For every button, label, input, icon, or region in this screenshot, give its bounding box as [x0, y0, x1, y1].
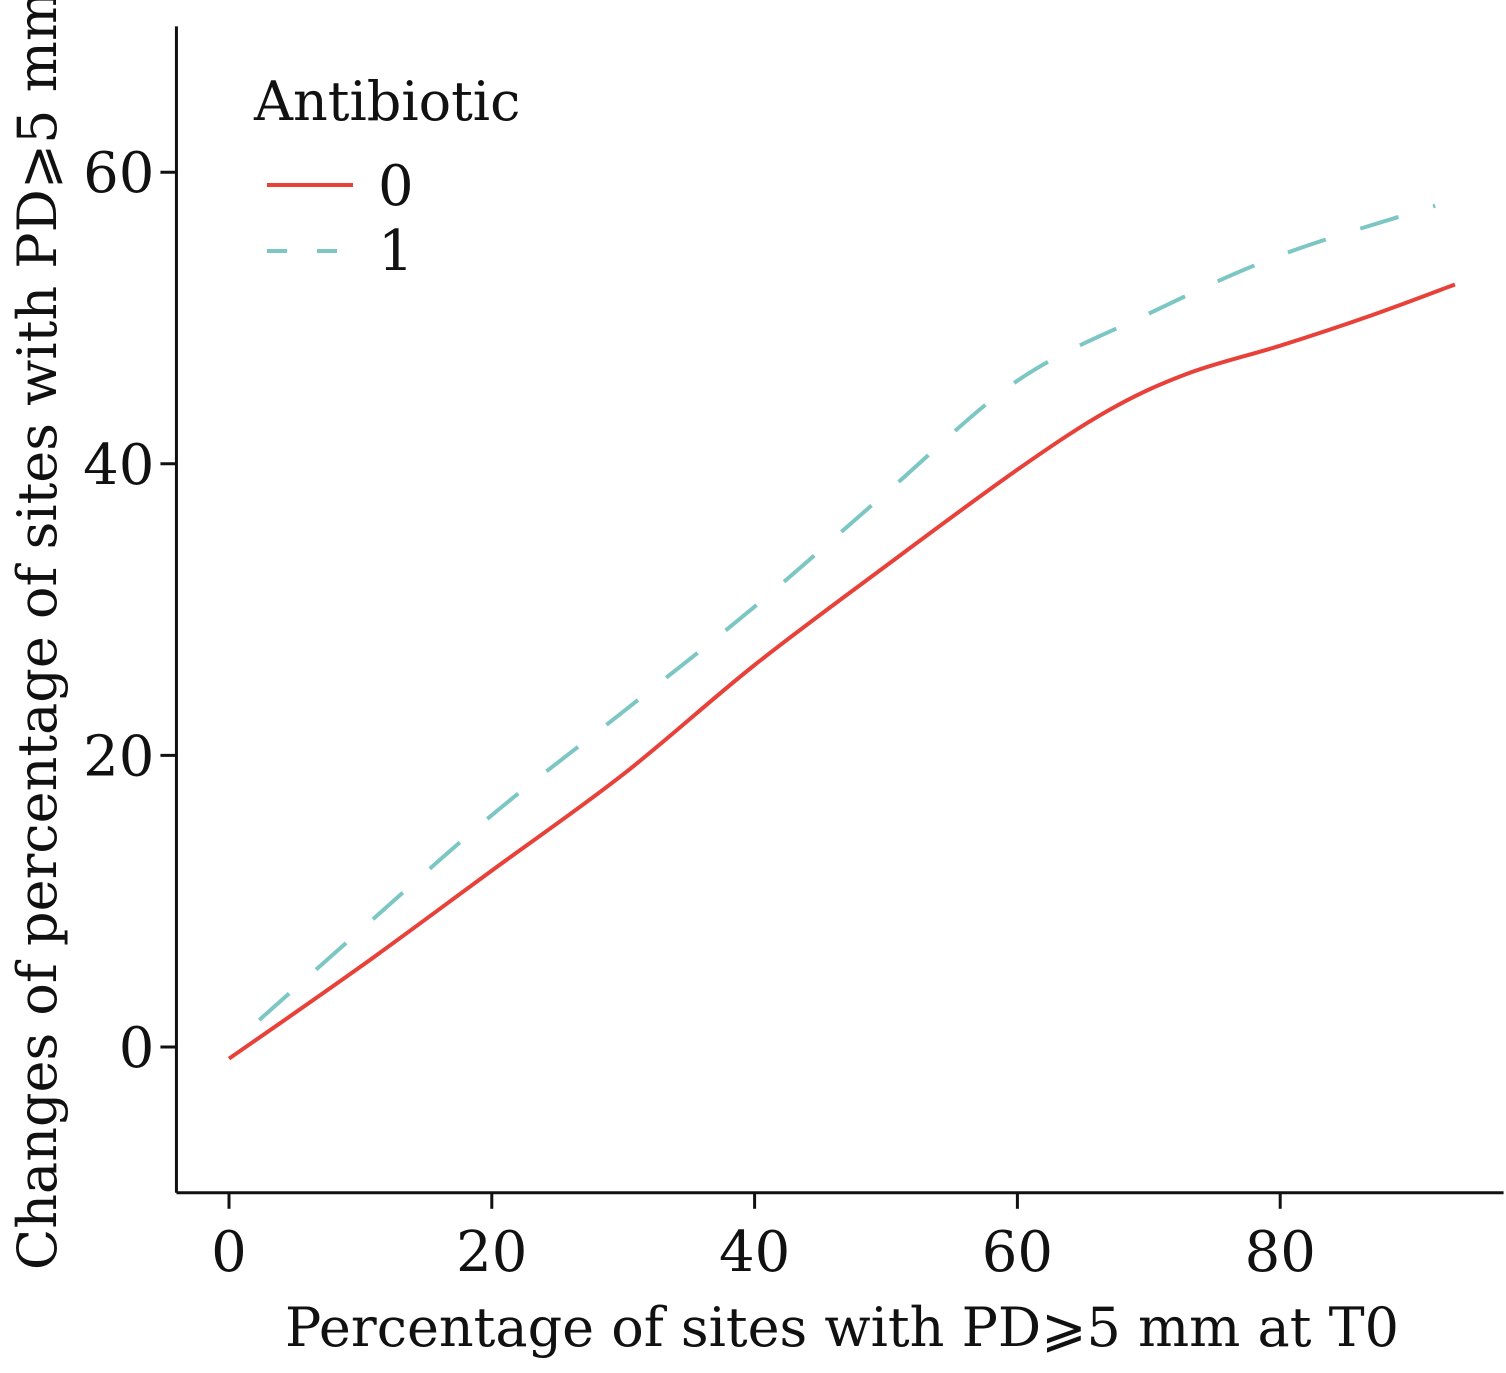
- x-tick-label: 20: [456, 1220, 527, 1285]
- y-tick-label: 0: [119, 1016, 155, 1081]
- legend: Antibiotic 0 1: [253, 70, 520, 284]
- legend-label-1: 1: [378, 219, 414, 284]
- legend-label-0: 0: [378, 154, 414, 219]
- y-tick-label: 40: [83, 433, 154, 498]
- y-tick-label: 60: [83, 141, 154, 206]
- legend-title: Antibiotic: [253, 70, 520, 133]
- x-axis-label: Percentage of sites with PD⩾5 mm at T0: [285, 1296, 1399, 1359]
- series-line-1: [257, 203, 1436, 1022]
- y-tick-label: 20: [83, 724, 154, 789]
- series-line-0: [227, 282, 1456, 1061]
- series-lines: [227, 203, 1456, 1061]
- x-tick-label: 0: [211, 1220, 247, 1285]
- y-axis-label: Changes of percentage of sites with PD⩾5…: [6, 0, 69, 1270]
- x-tick-label: 60: [982, 1220, 1053, 1285]
- axes: 0 20 40 60 80 0 20 40 60: [83, 26, 1504, 1285]
- x-tick-label: 80: [1245, 1220, 1316, 1285]
- x-tick-label: 40: [719, 1220, 790, 1285]
